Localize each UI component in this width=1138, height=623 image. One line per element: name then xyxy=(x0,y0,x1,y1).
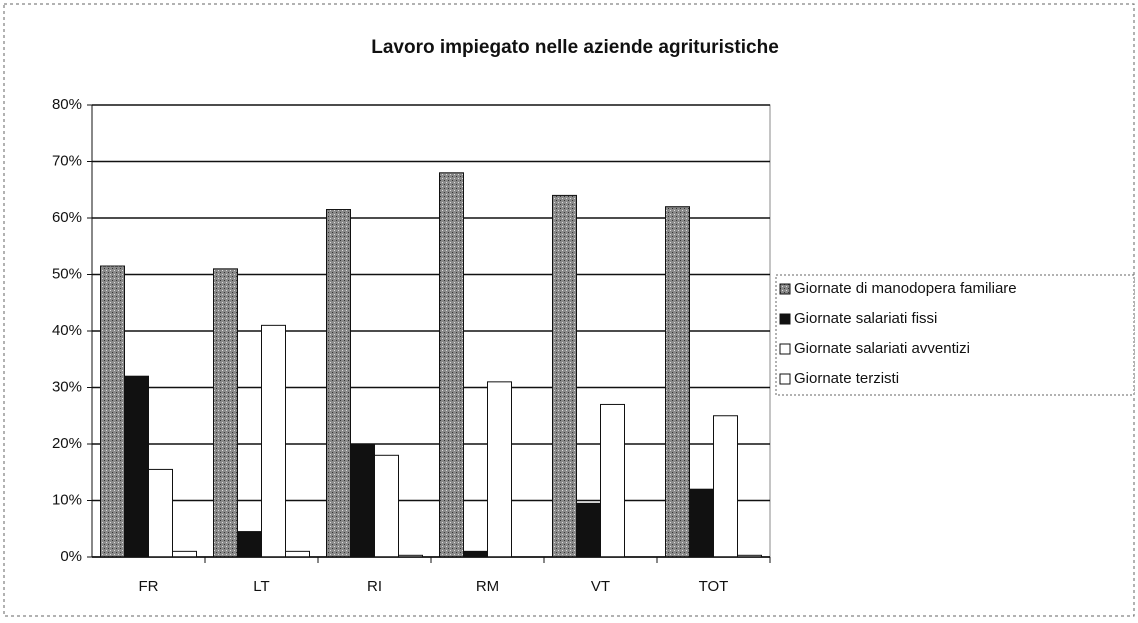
y-tick-label: 80% xyxy=(52,96,82,113)
bar xyxy=(350,443,375,558)
bar xyxy=(576,502,601,558)
y-tick-label: 10% xyxy=(52,491,82,508)
x-tick-label: FR xyxy=(139,578,159,595)
bar xyxy=(689,488,714,558)
bar xyxy=(713,415,738,558)
bar xyxy=(261,324,286,558)
y-tick-label: 30% xyxy=(52,378,82,395)
bar xyxy=(148,468,173,558)
bar xyxy=(237,531,262,558)
x-tick-label: TOT xyxy=(699,578,729,595)
bar xyxy=(600,403,625,558)
y-tick-label: 70% xyxy=(52,152,82,169)
y-tick-label: 0% xyxy=(60,548,82,565)
chart-title: Lavoro impiegato nelle aziende agrituris… xyxy=(371,37,779,58)
legend-label: Giornate salariati fissi xyxy=(794,310,937,327)
legend-swatch xyxy=(779,313,791,325)
y-tick-label: 40% xyxy=(52,322,82,339)
bar xyxy=(326,209,351,558)
y-tick-label: 50% xyxy=(52,265,82,282)
x-tick-label: RM xyxy=(476,578,499,595)
legend-swatch xyxy=(779,283,791,295)
bar xyxy=(439,172,464,558)
legend-box xyxy=(775,274,1135,396)
x-tick-label: RI xyxy=(367,578,382,595)
bar xyxy=(374,454,399,558)
x-tick-label: VT xyxy=(591,578,610,595)
legend-label: Giornate terzisti xyxy=(794,370,899,387)
bar xyxy=(124,375,149,558)
bar xyxy=(285,550,310,558)
bar xyxy=(665,206,690,558)
legend-label: Giornate di manodopera familiare xyxy=(794,280,1017,297)
legend-swatch xyxy=(779,343,791,355)
y-tick-label: 60% xyxy=(52,209,82,226)
bar xyxy=(552,194,577,558)
legend-label: Giornate salariati avventizi xyxy=(794,340,970,357)
bar xyxy=(172,550,197,558)
bar xyxy=(463,550,488,558)
bar xyxy=(213,268,238,558)
legend-swatch xyxy=(779,373,791,385)
bar xyxy=(487,381,512,558)
y-tick-label: 20% xyxy=(52,435,82,452)
bar xyxy=(100,265,125,558)
x-tick-label: LT xyxy=(253,578,269,595)
